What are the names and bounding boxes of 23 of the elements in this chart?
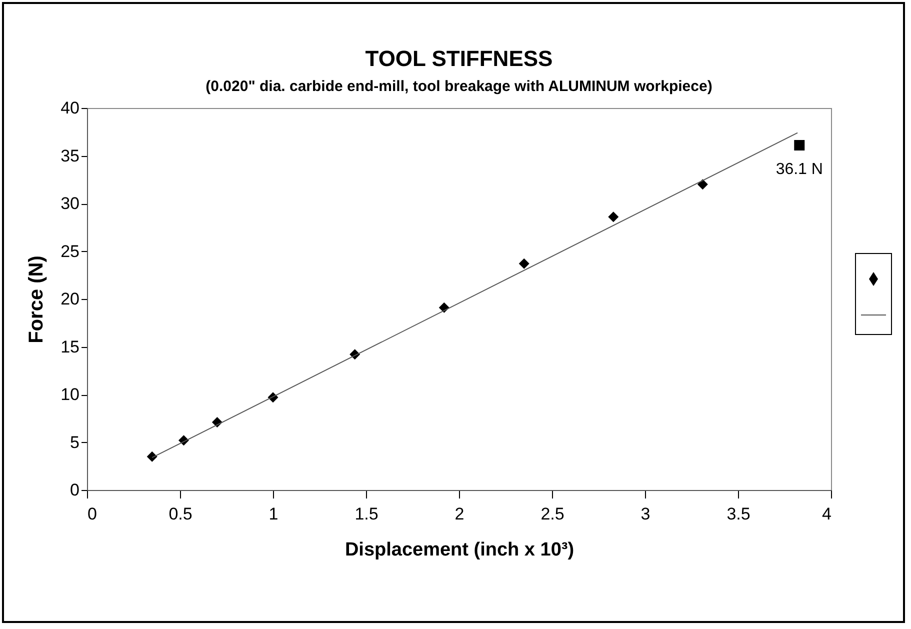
x-tick-label: 2 <box>454 504 464 524</box>
x-tick-label: 1.5 <box>354 504 378 524</box>
x-tick-label: 0.5 <box>168 504 192 524</box>
y-axis-title: Force (N) <box>26 256 48 344</box>
x-tick-label: 1 <box>268 504 278 524</box>
x-tick-label: 3 <box>640 504 650 524</box>
y-tick-label: 30 <box>60 194 80 213</box>
y-tick-label: 5 <box>70 432 80 452</box>
chart-title: TOOL STIFFNESS <box>365 46 553 71</box>
x-tick-label: 2.5 <box>540 504 564 524</box>
y-tick-label: 35 <box>60 146 80 166</box>
chart-subtitle: (0.020" dia. carbide end-mill, tool breakage with ALUMINUM workpiece) <box>206 78 712 95</box>
x-axis-title: Displacement (inch x 10³) <box>344 540 574 560</box>
x-tick-label: 0 <box>88 504 97 524</box>
y-tick-label: 0 <box>70 480 80 500</box>
y-tick-label: 10 <box>60 385 80 404</box>
y-tick-label: 40 <box>60 98 80 118</box>
x-tick-label: 4 <box>822 504 832 524</box>
y-tick-label: 25 <box>60 242 80 261</box>
y-tick-label: 20 <box>60 290 80 308</box>
y-tick-label: 15 <box>60 337 80 356</box>
annotation: 36.1 N <box>776 161 823 178</box>
x-tick-label: 3.5 <box>726 504 750 524</box>
